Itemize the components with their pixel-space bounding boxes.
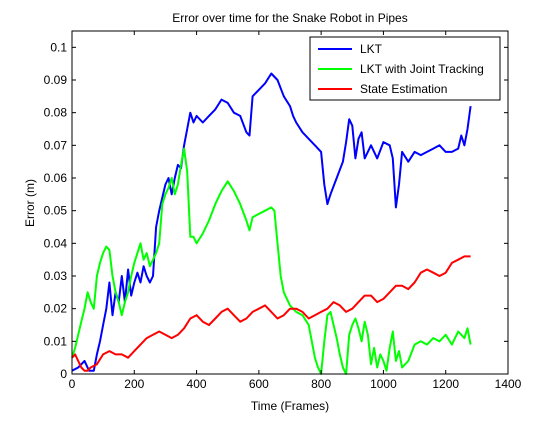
x-tick-label: 0 bbox=[69, 377, 76, 391]
y-tick-label: 0.05 bbox=[44, 204, 68, 218]
plot-frame bbox=[71, 30, 509, 375]
y-tick-label: 0.08 bbox=[44, 106, 68, 120]
series-line-state-estimation bbox=[71, 255, 471, 372]
x-tick-label: 1000 bbox=[370, 377, 397, 391]
y-axis: 0 0.01 0.02 0.03 0.04 0.05 0.06 0.07 0.08 0.09 0.1 bbox=[44, 40, 508, 381]
x-tick-label: 800 bbox=[311, 377, 331, 391]
y-tick-label: 0.07 bbox=[44, 138, 68, 152]
y-tick-label: 0.03 bbox=[44, 269, 68, 283]
y-axis-label: Error (m) bbox=[23, 179, 37, 227]
x-axis: 0 200 400 600 800 1000 1200 1400 bbox=[69, 31, 522, 391]
y-tick-label: 0.09 bbox=[44, 73, 68, 87]
y-tick-label: 0.01 bbox=[44, 334, 68, 348]
x-tick-label: 400 bbox=[187, 377, 207, 391]
legend: LKT LKT with Joint Tracking State Estimati… bbox=[309, 36, 501, 101]
x-axis-label: Time (Frames) bbox=[251, 399, 329, 413]
series-layer bbox=[71, 72, 472, 375]
y-tick-label: 0.04 bbox=[44, 236, 68, 250]
series-line-lkt bbox=[71, 72, 472, 372]
y-tick-label: 0.1 bbox=[50, 40, 67, 54]
y-tick-label: 0.02 bbox=[44, 302, 68, 316]
series-line-lkt-with-joint-tracking bbox=[71, 147, 472, 375]
legend-label-state-estimation: State Estimation bbox=[360, 82, 447, 96]
legend-label-lkt-with-joint-tracking: LKT with Joint Tracking bbox=[360, 62, 484, 76]
x-tick-label: 1400 bbox=[495, 377, 522, 391]
chart-title: Error over time for the Snake Robot in P… bbox=[172, 11, 407, 25]
x-tick-label: 1200 bbox=[432, 377, 459, 391]
legend-label-lkt: LKT bbox=[360, 42, 383, 56]
y-tick-label: 0.06 bbox=[44, 171, 68, 185]
y-tick-label: 0 bbox=[60, 367, 67, 381]
x-tick-label: 600 bbox=[249, 377, 269, 391]
x-tick-label: 200 bbox=[124, 377, 144, 391]
